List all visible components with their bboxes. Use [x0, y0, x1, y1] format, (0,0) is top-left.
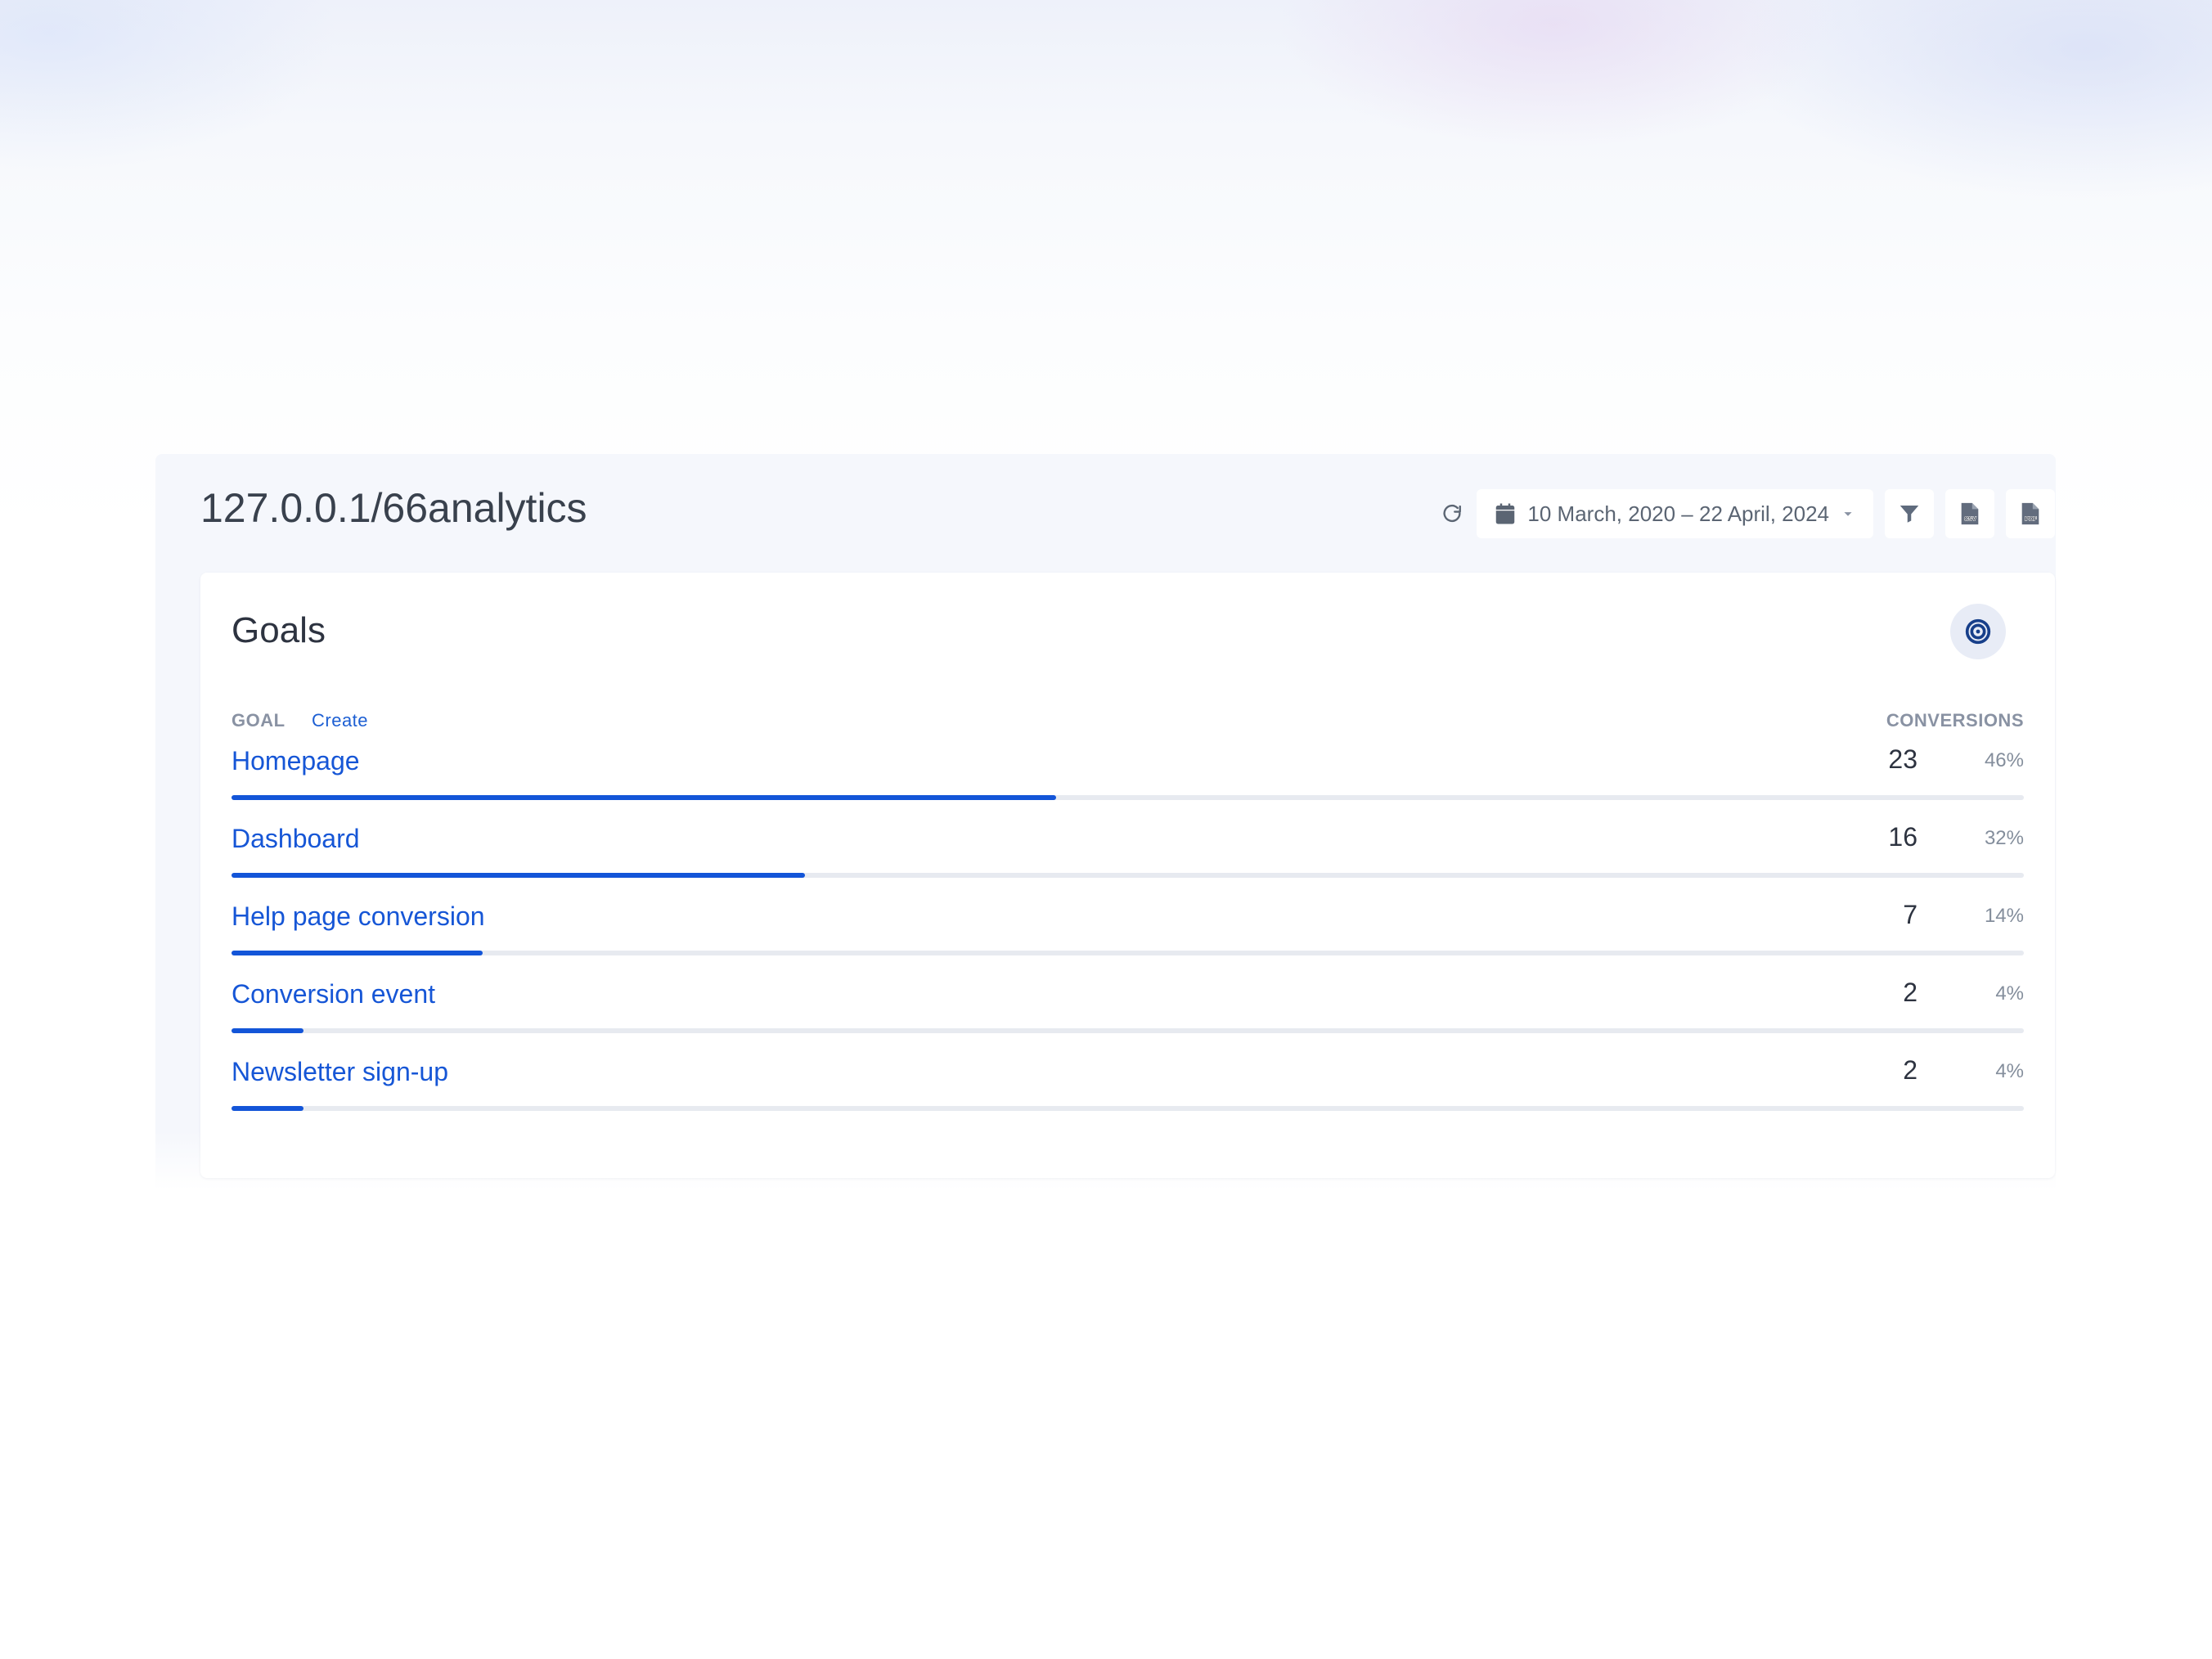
svg-text:PDF: PDF	[2025, 515, 2037, 522]
svg-text:CSV: CSV	[1964, 515, 1976, 522]
